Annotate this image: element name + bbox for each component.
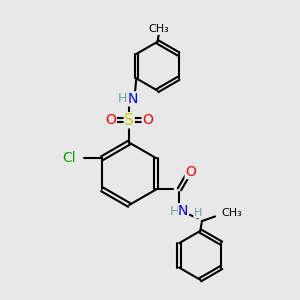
Text: O: O (185, 164, 196, 178)
Text: O: O (142, 113, 153, 127)
Text: S: S (124, 113, 134, 128)
Text: N: N (128, 92, 138, 106)
Text: CH₃: CH₃ (221, 208, 242, 218)
Text: H: H (194, 208, 202, 218)
Text: Cl: Cl (62, 151, 75, 165)
Text: O: O (105, 113, 116, 127)
Text: H: H (169, 205, 179, 218)
Text: N: N (178, 204, 188, 218)
Text: CH₃: CH₃ (148, 24, 169, 34)
Text: H: H (118, 92, 127, 105)
